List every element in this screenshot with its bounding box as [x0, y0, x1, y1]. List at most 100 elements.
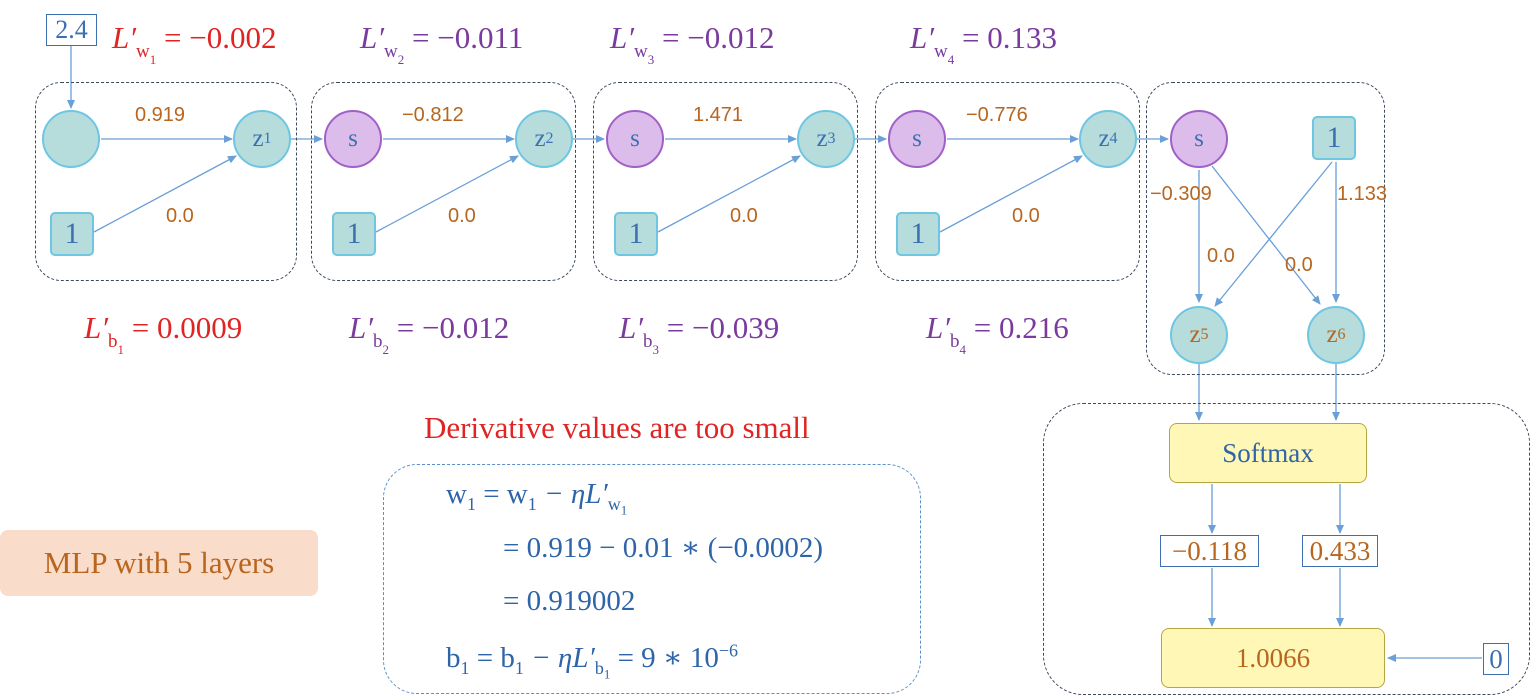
eq1-rhs-sub: 1: [527, 493, 537, 514]
bias-weight-label-1: 0.0: [166, 205, 194, 227]
eq4-lhs: b: [446, 642, 461, 674]
derivative-b2-value: = −0.012: [396, 310, 510, 345]
edge-b4: [939, 155, 1083, 233]
s-node-2: s: [324, 110, 382, 168]
bias-node-5-label: 1: [1326, 121, 1342, 154]
note-text: Derivative values are too small: [424, 410, 810, 445]
derivative-w1-var: w: [136, 41, 150, 63]
s-node-3-label: s: [630, 125, 640, 152]
derivative-w3: L′w3 = −0.012: [610, 20, 775, 67]
s-node-4-label: s: [912, 125, 922, 152]
z1-sub: 1: [263, 130, 272, 147]
derivative-b4-value: = 0.216: [973, 310, 1069, 345]
loss-value: 1.0066: [1235, 642, 1311, 673]
edge-b2: [375, 155, 519, 233]
derivative-b3-idx: 3: [652, 341, 660, 357]
derivative-b3-value: = −0.039: [666, 310, 780, 345]
edge-1-z5: [1214, 161, 1333, 307]
derivative-w3-value: = −0.012: [662, 20, 775, 55]
derivative-w3-var: w: [634, 41, 648, 63]
eq4-lhs-sub: 1: [460, 657, 470, 678]
output-box-1: −0.118: [1160, 535, 1259, 567]
weight-label-2: −0.812: [402, 104, 464, 126]
update-eq-line-1: w1 = w1 − ηL′w1: [446, 478, 627, 518]
s-node-4: s: [888, 110, 946, 168]
bias-node-3: 1: [614, 212, 658, 256]
derivative-b4: L′b4 = 0.216: [926, 310, 1069, 357]
z6-label: z: [1326, 321, 1338, 348]
layer-2-box: [311, 82, 576, 281]
bias-weight-label-z6: 0.0: [1285, 254, 1313, 276]
derivative-b1-L: L′: [84, 310, 109, 345]
eq4-L: L′: [572, 642, 595, 674]
derivative-b2-var: b: [373, 331, 383, 353]
weight-label-1-z6: 1.133: [1337, 183, 1388, 205]
layer-5-box: [1146, 82, 1385, 375]
derivative-w2-value: = −0.011: [412, 20, 524, 55]
derivative-w1-L: L′: [112, 20, 137, 55]
bias-weight-label-2: 0.0: [448, 205, 476, 227]
derivative-b1-var: b: [108, 331, 118, 353]
derivative-b2: L′b2 = −0.012: [349, 310, 510, 357]
bias-weight-label-4: 0.0: [1012, 205, 1040, 227]
derivative-b4-L: L′: [926, 310, 951, 345]
bias-node-1: 1: [50, 212, 94, 256]
derivative-w1-idx: 1: [149, 51, 157, 67]
eq4-L-idx: 1: [603, 666, 611, 682]
update-eq-line-4: b1 = b1 − ηL′b1 = 9 ∗ 10−6: [446, 640, 738, 682]
bias-node-4: 1: [896, 212, 940, 256]
layer-1-box: [35, 82, 297, 281]
target-value: 0: [1489, 643, 1503, 674]
s-node-2-label: s: [348, 125, 358, 152]
eq1-L: L′: [585, 478, 608, 510]
derivative-w4-value: = 0.133: [962, 20, 1057, 55]
input-node: [42, 110, 100, 168]
bias-node-2: 1: [332, 212, 376, 256]
derivative-w3-idx: 3: [647, 51, 655, 67]
weight-label-s-z5: −0.309: [1150, 183, 1212, 205]
z3-label: z: [816, 125, 828, 152]
s-node-3: s: [606, 110, 664, 168]
softmax-node: Softmax: [1169, 423, 1367, 483]
eq4-exp: −6: [718, 640, 739, 661]
weight-label-1: 0.919: [135, 104, 186, 126]
eq1-L-idx: 1: [620, 502, 628, 518]
bias-node-5: 1: [1312, 116, 1356, 160]
derivative-w4: L′w4 = 0.133: [910, 20, 1057, 67]
derivative-w4-var: w: [934, 41, 948, 63]
mlp-label-text: MLP with 5 layers: [43, 545, 275, 580]
derivative-b4-idx: 4: [959, 341, 967, 357]
derivative-b3: L′b3 = −0.039: [619, 310, 780, 357]
eq4-rhs-sub: 1: [514, 657, 524, 678]
derivative-b3-var: b: [643, 331, 653, 353]
derivative-w2-idx: 2: [397, 51, 405, 67]
z6-sub: 6: [1337, 326, 1346, 343]
derivative-b1-value: = 0.0009: [131, 310, 243, 345]
output-value-1: −0.118: [1172, 535, 1247, 566]
bias-weight-label-z5: 0.0: [1207, 245, 1235, 267]
derivative-b1-idx: 1: [117, 341, 125, 357]
bias-node-2-label: 1: [346, 217, 362, 250]
softmax-label: Softmax: [1222, 437, 1314, 468]
derivative-w2-var: w: [384, 41, 398, 63]
z2-sub: 2: [545, 130, 554, 147]
eq4-rhs: = b: [476, 642, 515, 674]
z4-label: z: [1098, 125, 1110, 152]
derivative-w2-L: L′: [360, 20, 385, 55]
eq1-rhs: = w: [483, 478, 528, 510]
derivative-w4-idx: 4: [947, 51, 955, 67]
eq1-L-var: w: [607, 493, 621, 514]
derivative-w1: L′w1 = −0.002: [112, 20, 276, 67]
eq1-lhs: w: [446, 478, 467, 510]
eq1-lhs-sub: 1: [466, 493, 476, 514]
layer-3-box: [593, 82, 858, 281]
eq1-mid: − η: [536, 478, 586, 510]
layer-4-box: [875, 82, 1140, 281]
input-value-box: 2.4: [46, 14, 97, 46]
z1-label: z: [252, 125, 264, 152]
